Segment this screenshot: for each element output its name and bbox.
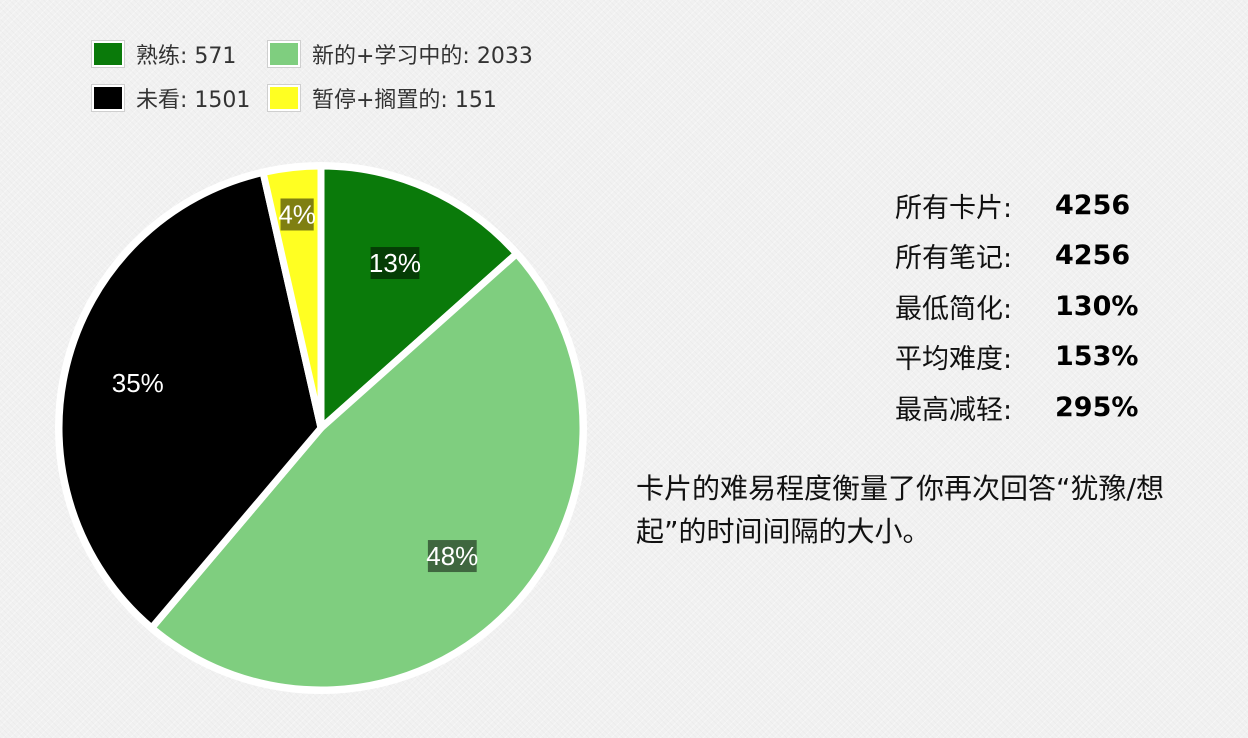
pie-label-mature: 13%: [369, 247, 421, 280]
chart-legend: 熟练: 571 新的+学习中的: 2033 未看: 1501 暂停+搁置的: 1…: [92, 38, 568, 113]
legend-label-unseen: 未看: 1501: [136, 87, 251, 113]
pie-label-mature-background: [370, 247, 420, 280]
stat-row-total-cards: 所有卡片: 4256: [895, 180, 1138, 231]
legend-item-new-learning: 新的+学习中的: 2033: [268, 38, 568, 69]
stats-panel: 所有卡片: 4256 所有笔记: 4256 最低简化: 130% 平均难度: 1…: [895, 180, 1138, 433]
stat-value-average-ease: 153%: [1055, 341, 1139, 373]
legend-label-mature: 熟练: 571: [136, 43, 237, 69]
stat-label-highest-ease: 最高减轻:: [895, 394, 1013, 426]
stat-row-lowest-ease: 最低简化: 130%: [895, 281, 1138, 332]
pie-slice-unseen: [55, 168, 325, 632]
pie-label-unseen: 35%: [112, 368, 164, 398]
pie-label-unseen-text: 35%: [112, 368, 164, 398]
ease-explanation-text: 卡片的难易程度衡量了你再次回答“犹豫/想起”的时间间隔的大小。: [636, 472, 1164, 548]
stat-label-total-cards: 所有卡片:: [895, 192, 1013, 224]
stat-label-lowest-ease: 最低简化:: [895, 293, 1013, 325]
pie-label-suspended-buried-text: 4%: [278, 199, 316, 229]
legend-item-mature: 熟练: 571: [92, 38, 268, 69]
pie-slice-new-learning: [148, 250, 587, 694]
legend-item-unseen: 未看: 1501: [92, 82, 268, 113]
stat-row-highest-ease: 最高减轻: 295%: [895, 382, 1138, 433]
stat-value-lowest-ease: 130%: [1055, 290, 1139, 322]
pie-label-suspended-buried-background: [280, 198, 314, 231]
pie-chart: 13% 48% 35% 4%: [55, 162, 587, 694]
stat-label-total-notes: 所有笔记:: [895, 243, 1013, 275]
legend-swatch-unseen: [92, 84, 124, 111]
pie-label-suspended-buried: 4%: [278, 198, 316, 231]
pie-label-mature-text: 13%: [369, 248, 421, 278]
legend-label-new-learning: 新的+学习中的: 2033: [312, 43, 533, 69]
stat-label-average-ease: 平均难度:: [895, 344, 1013, 376]
legend-swatch-mature: [92, 40, 124, 67]
pie-slice-mature: [317, 162, 521, 432]
legend-label-suspended-buried: 暂停+搁置的: 151: [312, 87, 497, 113]
pie-label-new-learning: 48%: [426, 540, 478, 573]
stat-value-highest-ease: 295%: [1055, 391, 1139, 423]
pie-slice-suspended-buried: [259, 162, 325, 432]
stat-value-total-cards: 4256: [1055, 189, 1131, 221]
legend-item-suspended-buried: 暂停+搁置的: 151: [268, 82, 568, 113]
pie-label-new-learning-text: 48%: [426, 541, 478, 571]
stat-value-total-notes: 4256: [1055, 240, 1131, 272]
stat-row-average-ease: 平均难度: 153%: [895, 332, 1138, 383]
legend-swatch-suspended-buried: [268, 84, 300, 111]
pie-label-new-learning-background: [427, 540, 477, 573]
legend-swatch-new-learning: [268, 40, 300, 67]
stat-row-total-notes: 所有笔记: 4256: [895, 231, 1138, 282]
